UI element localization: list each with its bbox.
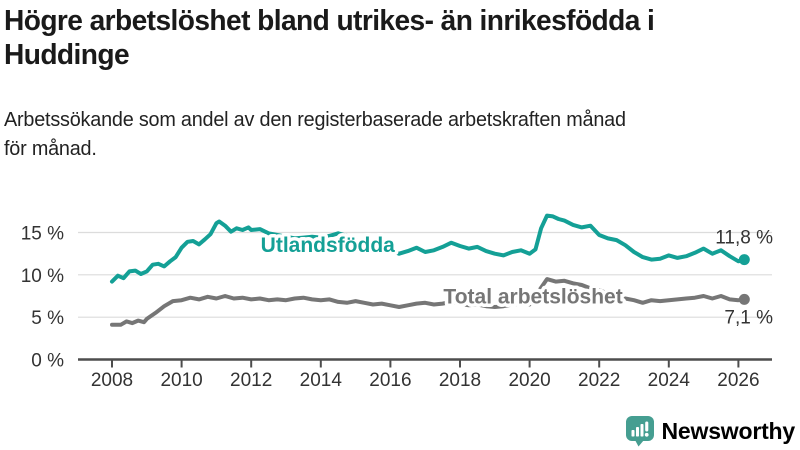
- title-line-1: Högre arbetslöshet bland utrikes- än inr…: [4, 5, 655, 37]
- x-tick-label: 2016: [369, 370, 411, 391]
- series-label-utlandsfodda: Utlandsfödda: [261, 234, 395, 257]
- newsworthy-logo: Newsworthy: [625, 415, 795, 447]
- y-tick-label: 10 %: [21, 266, 64, 287]
- x-tick-label: 2008: [91, 370, 133, 391]
- x-tick-label: 2026: [717, 370, 759, 391]
- x-tick-label: 2022: [578, 370, 620, 391]
- page-title: Högre arbetslöshet bland utrikes- än inr…: [4, 4, 761, 72]
- series-line-utlandsfodda: [110, 213, 747, 284]
- y-tick-label: 5 %: [31, 308, 64, 329]
- series-end-value-utlandsfodda: 11,8 %: [715, 228, 773, 249]
- x-tick-label: 2018: [439, 370, 481, 391]
- y-tick-label: 0 %: [31, 351, 64, 372]
- x-tick-label: 2020: [508, 370, 550, 391]
- title-line-2: Huddinge: [4, 39, 130, 71]
- series-label-total: Total arbetslöshet: [443, 285, 622, 308]
- y-tick-label: 15 %: [21, 223, 64, 244]
- newsworthy-logo-icon: [625, 416, 654, 447]
- series-end-dot-total: [738, 293, 750, 305]
- x-tick-label: 2014: [300, 370, 343, 391]
- x-tick-label: 2012: [230, 370, 272, 391]
- subtitle-line-2: för månad.: [4, 138, 97, 160]
- chart-subtitle: Arbetssökande som andel av den registerb…: [4, 106, 776, 164]
- subtitle-line-1: Arbetssökande som andel av den registerb…: [4, 109, 626, 131]
- newsworthy-logo-text: Newsworthy: [661, 417, 796, 444]
- series-line-total: [110, 277, 747, 327]
- series-end-value-total: 7,1 %: [724, 307, 773, 328]
- x-tick-label: 2010: [160, 370, 202, 391]
- series-end-dot-utlandsfodda: [738, 254, 750, 266]
- x-tick-label: 2024: [648, 370, 691, 391]
